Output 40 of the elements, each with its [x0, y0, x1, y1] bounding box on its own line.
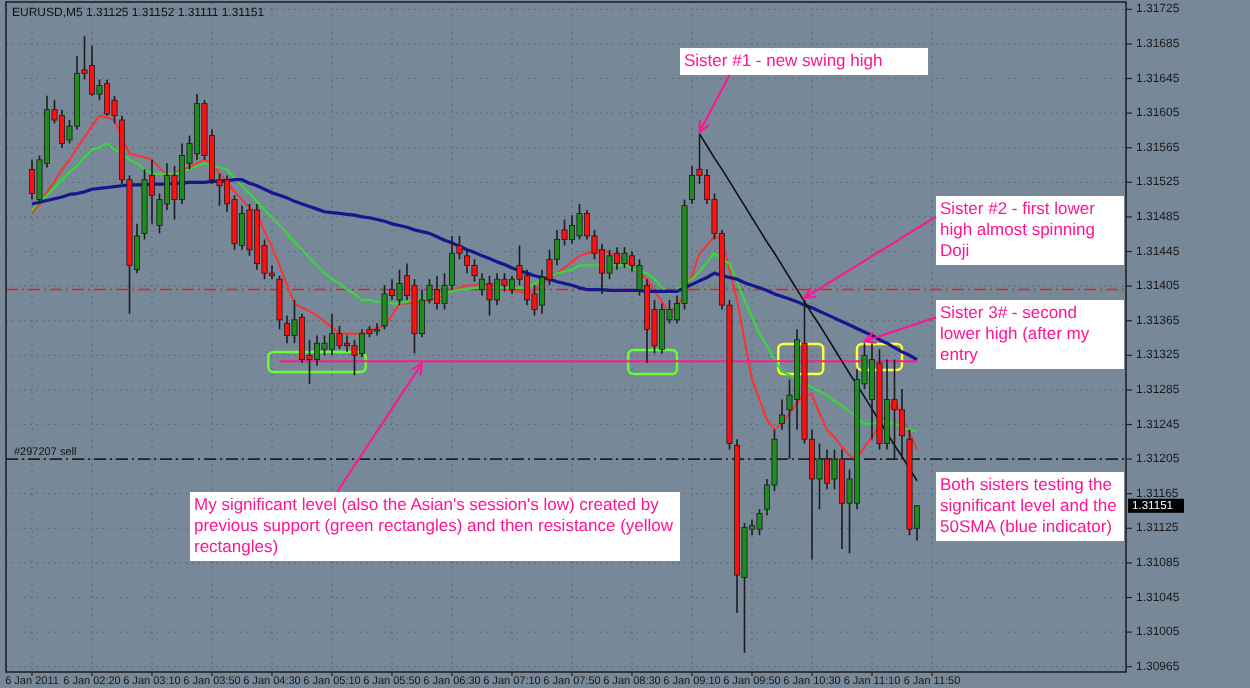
- candlestick: [104, 78, 110, 117]
- candlestick: [321, 334, 328, 357]
- candlestick: [884, 358, 890, 451]
- candlestick: [381, 284, 388, 331]
- candlestick: [464, 248, 470, 274]
- annotation: Sister #1 - new swing high: [684, 50, 883, 70]
- candlestick: [29, 159, 35, 201]
- candlestick: [396, 268, 403, 306]
- candlestick: [314, 334, 320, 367]
- candlestick: [599, 242, 605, 295]
- text: Both sisters testing the significant level and the 50SMA (blue indicator): [940, 474, 1118, 536]
- candlestick: [344, 334, 350, 353]
- text: Sister 3# - second lower high (after my entry: [940, 302, 1091, 364]
- candlestick: [239, 204, 245, 251]
- candlestick: [179, 142, 185, 205]
- candlestick: [614, 246, 620, 271]
- candlestick: [524, 268, 530, 306]
- candlestick: [606, 248, 613, 280]
- candlestick: [434, 274, 440, 311]
- candlestick: [89, 44, 95, 97]
- candlestick: [576, 203, 583, 241]
- candlestick: [359, 328, 365, 358]
- candlestick: [246, 203, 253, 257]
- candlestick: [419, 288, 425, 338]
- candlestick: [779, 398, 785, 431]
- candlestick: [479, 272, 485, 297]
- candlestick: [689, 165, 695, 205]
- candlestick: [59, 108, 65, 149]
- candlestick: [336, 325, 343, 351]
- text: Sister #2 - first lower high almost spinning Doji: [940, 198, 1096, 260]
- candlestick: [869, 342, 875, 440]
- candlestick: [494, 272, 500, 306]
- candlestick: [621, 246, 628, 269]
- candlestick: [501, 272, 508, 293]
- candlestick: [486, 274, 493, 317]
- candlestick: [659, 302, 665, 355]
- candlestick: [569, 214, 575, 245]
- candlestick: [299, 312, 305, 364]
- candlestick: [329, 312, 335, 357]
- annotation: My significant level (also the Asian's session's low) created by previous support (green rectangles) and then resistance (yellow rectangles): [194, 494, 675, 556]
